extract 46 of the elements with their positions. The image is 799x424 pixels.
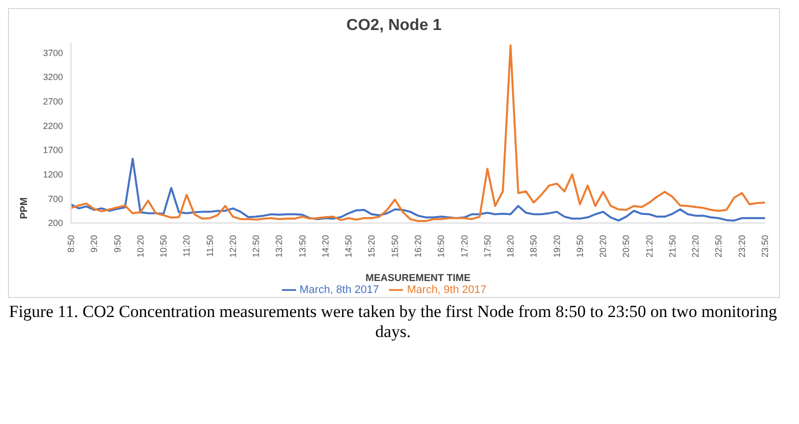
legend-label: March, 9th 2017: [407, 284, 486, 296]
y-tick-label: 700: [48, 194, 63, 204]
x-tick-label: 23:50: [760, 235, 770, 258]
x-tick-label: 10:50: [158, 235, 169, 258]
x-tick-label: 19:50: [574, 235, 585, 258]
y-tick-label: 2200: [42, 120, 63, 131]
x-tick-label: 16:20: [413, 235, 423, 258]
x-tick-label: 23:20: [736, 235, 747, 258]
x-tick-label: 16:50: [436, 235, 446, 258]
y-tick-label: 2700: [42, 96, 63, 107]
x-tick-label: 11:20: [182, 235, 192, 257]
x-tick-label: 8:50: [66, 235, 76, 253]
y-axis-title: PPM: [19, 197, 30, 219]
x-tick-label: 21:20: [644, 235, 654, 258]
x-tick-label: 18:50: [528, 235, 539, 258]
x-tick-label: 13:20: [274, 235, 284, 258]
x-tick-label: 22:50: [714, 235, 724, 258]
chart-title: CO2, Node 1: [345, 17, 443, 35]
y-tick-label: 1700: [42, 145, 63, 156]
x-tick-label: 17:20: [459, 235, 470, 258]
x-tick-label: 17:50: [482, 235, 492, 258]
caption: Figure 11. CO2 Concentration measurements were taken by the first Node from 8:50 to 23:50 on two monitoring days.: [8, 302, 778, 342]
x-tick-label: 22:20: [690, 235, 701, 258]
x-tick-label: 20:20: [598, 235, 608, 258]
x-tick-label: 11:50: [204, 235, 215, 257]
y-tick-label: 200: [48, 218, 63, 228]
x-tick-label: 12:50: [251, 235, 262, 258]
x-tick-label: 19:20: [552, 235, 562, 258]
x-tick-label: 21:50: [667, 235, 678, 258]
x-tick-label: 13:50: [297, 235, 308, 258]
x-tick-label: 20:50: [621, 235, 632, 258]
y-tick-label: 3700: [42, 48, 63, 58]
x-tick-label: 15:20: [366, 235, 377, 258]
x-axis-title: MEASUREMENT TIME: [366, 273, 471, 284]
x-tick-label: 18:20: [506, 235, 516, 258]
x-tick-label: 15:50: [390, 235, 400, 258]
x-tick-label: 10:20: [135, 235, 146, 258]
legend-label: March, 8th 2017: [300, 284, 379, 296]
y-tick-label: 1200: [42, 170, 63, 180]
y-tick-label: 3200: [42, 72, 63, 82]
x-tick-label: 9:50: [112, 235, 122, 253]
x-tick-label: 14:50: [344, 235, 354, 258]
x-tick-label: 12:20: [228, 235, 238, 258]
x-tick-label: 9:20: [89, 235, 100, 253]
x-tick-label: 14:20: [320, 235, 330, 258]
line-series: [70, 44, 766, 222]
